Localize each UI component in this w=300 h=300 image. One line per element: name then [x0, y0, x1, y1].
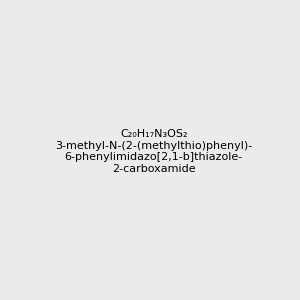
Text: C₂₀H₁₇N₃OS₂
3-methyl-N-(2-(methylthio)phenyl)-
6-phenylimidazo[2,1-b]thiazole-
2: C₂₀H₁₇N₃OS₂ 3-methyl-N-(2-(methylthio)ph… — [55, 129, 252, 174]
